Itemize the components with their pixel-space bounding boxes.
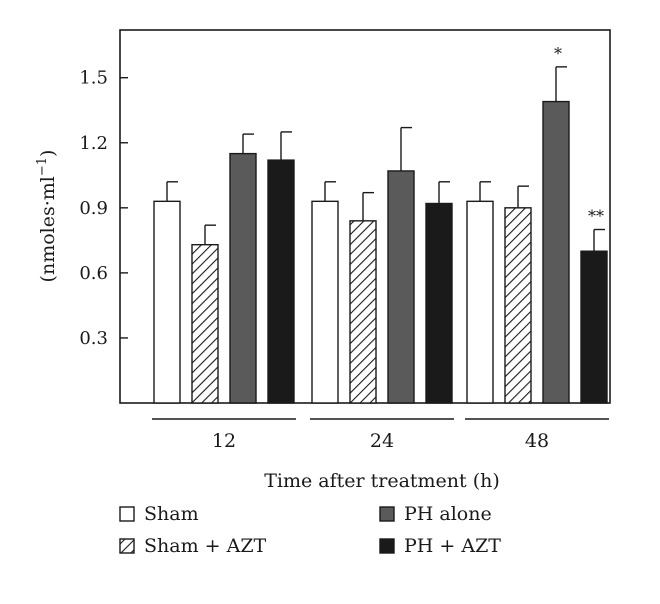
bar-white-24 [311,200,339,404]
y-axis-title-superscript: −1 [35,157,50,176]
y-axis-title-main: (nmoles·ml [37,176,59,282]
y-tick-label: 1.2 [79,133,108,154]
bar-hatch-12 [191,243,219,404]
legend-swatch-hatch [119,538,135,554]
y-axis-title-close: ) [37,150,59,157]
y-tick-label: 0.3 [79,328,108,349]
category-label: 12 [212,430,236,452]
y-axis-title: (nmoles·ml−1) [35,150,59,283]
y-axis-ticks: 0.3 0.6 0.9 1.2 1.5 [79,68,128,349]
legend-label: Sham + AZT [144,535,267,557]
category-label: 24 [370,430,394,452]
category-axis: 12 24 48 [152,418,609,452]
legend-label: PH + AZT [404,535,501,557]
significance-marker: * [554,44,562,63]
error-bars [166,66,605,252]
y-tick-label: 0.6 [79,263,108,284]
bar-hatch-48 [504,207,532,404]
bar-black-48 [580,250,608,404]
category-label: 48 [525,430,549,452]
significance-annotations: *** [554,44,604,226]
legend-label: Sham [144,503,199,525]
y-tick-label: 1.5 [79,68,108,89]
y-tick-label: 0.9 [79,198,108,219]
bar-gray-12 [229,152,257,404]
x-axis-title: Time after treatment (h) [264,470,500,492]
bar-gray-24 [387,170,415,404]
bar-white-12 [153,200,181,404]
bar-hatch-24 [349,220,377,404]
bar-gray-48 [542,100,570,404]
legend-swatch-black [379,538,395,554]
significance-marker: ** [588,207,604,226]
legend: Sham Sham + AZT PH alone PH + AZT [119,503,501,557]
legend-swatch-gray [379,506,395,522]
bar-white-48 [466,200,494,404]
bars [153,100,608,404]
legend-label: PH alone [404,503,492,525]
bar-black-24 [425,202,453,404]
legend-swatch-white [119,506,135,522]
bar-black-12 [267,159,295,404]
